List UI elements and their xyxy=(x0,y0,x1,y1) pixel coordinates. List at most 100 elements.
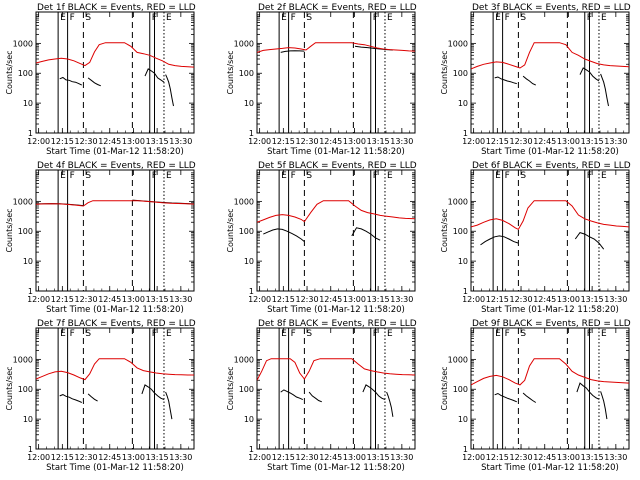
time-marker-label: E xyxy=(601,329,607,339)
plot-frame xyxy=(470,327,630,450)
x-tick-label: 12:00 xyxy=(248,137,271,146)
x-tick-label: 13:15 xyxy=(146,137,169,146)
x-tick-label: 12:15 xyxy=(272,295,295,304)
chart-title: Det 5f BLACK = Events, RED = LLD xyxy=(258,161,417,171)
series-events-segment-1 xyxy=(59,394,83,403)
x-tick-label: 13:00 xyxy=(557,295,580,304)
y-tick-label: 1 xyxy=(249,445,254,454)
time-marker-label: S xyxy=(520,171,526,181)
y-tick-label: 10 xyxy=(23,257,33,266)
x-axis-label: Start Time (01-Mar-12 11:58:20) xyxy=(481,463,619,473)
y-axis-label: Counts/sec xyxy=(226,50,235,94)
time-marker-label: E xyxy=(166,329,172,339)
series-lld-segment-1 xyxy=(257,200,415,223)
x-tick-label: 13:00 xyxy=(343,453,366,462)
time-marker-label: E xyxy=(60,13,66,23)
y-tick-label: 1000 xyxy=(448,197,468,206)
time-marker-label: E xyxy=(387,171,393,181)
time-marker-label: E xyxy=(166,171,172,181)
time-marker-label: S xyxy=(520,13,526,23)
series-events-segment-1 xyxy=(480,235,519,246)
x-tick-label: 12:15 xyxy=(486,295,509,304)
plot-frame xyxy=(35,327,195,450)
x-tick-label: 13:30 xyxy=(169,453,192,462)
x-axis-label: Start Time (01-Mar-12 11:58:20) xyxy=(46,305,184,315)
time-marker-label: F xyxy=(505,13,510,23)
y-tick-label: 1000 xyxy=(234,197,254,206)
x-axis-label: Start Time (01-Mar-12 11:58:20) xyxy=(481,147,619,157)
x-tick-label: 13:15 xyxy=(581,295,604,304)
y-tick-label: 100 xyxy=(453,385,468,394)
x-tick-label: 12:15 xyxy=(272,453,295,462)
x-tick-label: 13:30 xyxy=(604,137,627,146)
plot-frame xyxy=(470,11,630,134)
x-tick-label: 12:45 xyxy=(319,137,342,146)
series-lld-segment-1 xyxy=(36,42,194,68)
x-tick-label: 13:00 xyxy=(557,137,580,146)
plot-frame xyxy=(256,327,416,450)
series-lld-segment-1 xyxy=(36,200,194,207)
x-tick-label: 13:15 xyxy=(581,137,604,146)
x-tick-label: 13:00 xyxy=(122,137,145,146)
x-tick-label: 13:00 xyxy=(343,295,366,304)
chart-panel-3: Det 3f BLACK = Events, RED = LLD 1 10 100 10… xyxy=(440,3,631,157)
y-tick-label: 10 xyxy=(23,99,33,108)
x-tick-label: 13:15 xyxy=(146,453,169,462)
x-axis-label: Start Time (01-Mar-12 11:58:20) xyxy=(267,147,405,157)
x-tick-label: 12:45 xyxy=(98,137,121,146)
series-events-segment-1 xyxy=(280,389,304,401)
series-lld-segment-1 xyxy=(36,358,194,381)
y-tick-label: 1 xyxy=(249,129,254,138)
series-events-segment-3 xyxy=(579,67,600,82)
series-events-segment-4 xyxy=(165,74,174,107)
x-tick-label: 12:15 xyxy=(51,295,74,304)
x-tick-label: 12:45 xyxy=(533,137,556,146)
time-marker-label: E xyxy=(281,171,287,181)
chart-panel-2: Det 2f BLACK = Events, RED = LLD 1 10 100 10… xyxy=(226,3,417,157)
y-axis-label: Counts/sec xyxy=(440,50,449,94)
time-marker-label: E xyxy=(495,329,501,339)
x-tick-label: 12:00 xyxy=(248,295,271,304)
plot-frame xyxy=(256,11,416,134)
series-events-segment-1 xyxy=(263,228,305,242)
y-tick-label: 100 xyxy=(18,227,33,236)
x-tick-label: 12:15 xyxy=(486,137,509,146)
time-marker-label: S xyxy=(306,171,312,181)
x-tick-label: 12:00 xyxy=(27,295,50,304)
x-tick-label: 13:00 xyxy=(343,137,366,146)
plot-frame xyxy=(35,11,195,134)
time-marker-label: E xyxy=(166,13,172,23)
x-tick-label: 12:45 xyxy=(533,295,556,304)
y-tick-label: 10 xyxy=(244,257,254,266)
series-events-segment-2 xyxy=(574,232,605,250)
x-tick-label: 13:30 xyxy=(390,137,413,146)
y-axis-label: Counts/sec xyxy=(226,366,235,410)
y-tick-label: 1 xyxy=(28,445,33,454)
series-events-segment-2 xyxy=(87,77,101,87)
x-tick-label: 12:00 xyxy=(27,137,50,146)
x-tick-label: 12:15 xyxy=(51,137,74,146)
x-tick-label: 13:30 xyxy=(604,453,627,462)
y-tick-label: 1000 xyxy=(13,197,33,206)
y-tick-label: 10 xyxy=(458,99,468,108)
time-marker-label: E xyxy=(601,171,607,181)
chart-title: Det 2f BLACK = Events, RED = LLD xyxy=(258,3,417,13)
x-tick-label: 12:30 xyxy=(296,295,319,304)
series-lld-segment-1 xyxy=(471,200,629,231)
time-marker-label: S xyxy=(85,329,91,339)
x-tick-label: 13:30 xyxy=(390,295,413,304)
x-tick-label: 12:30 xyxy=(510,295,533,304)
series-events-segment-3 xyxy=(141,384,165,401)
series-events-segment-1 xyxy=(59,76,83,86)
y-tick-label: 1 xyxy=(28,287,33,296)
series-events-segment-2 xyxy=(522,75,537,86)
y-tick-label: 100 xyxy=(239,385,254,394)
time-marker-label: E xyxy=(387,329,393,339)
chart-title: Det 7f BLACK = Events, RED = LLD xyxy=(37,319,196,329)
time-marker-label: E xyxy=(601,13,607,23)
y-axis-label: Counts/sec xyxy=(226,208,235,252)
y-axis-label: Counts/sec xyxy=(5,366,14,410)
x-axis-label: Start Time (01-Mar-12 11:58:20) xyxy=(267,305,405,315)
chart-title: Det 6f BLACK = Events, RED = LLD xyxy=(472,161,631,171)
